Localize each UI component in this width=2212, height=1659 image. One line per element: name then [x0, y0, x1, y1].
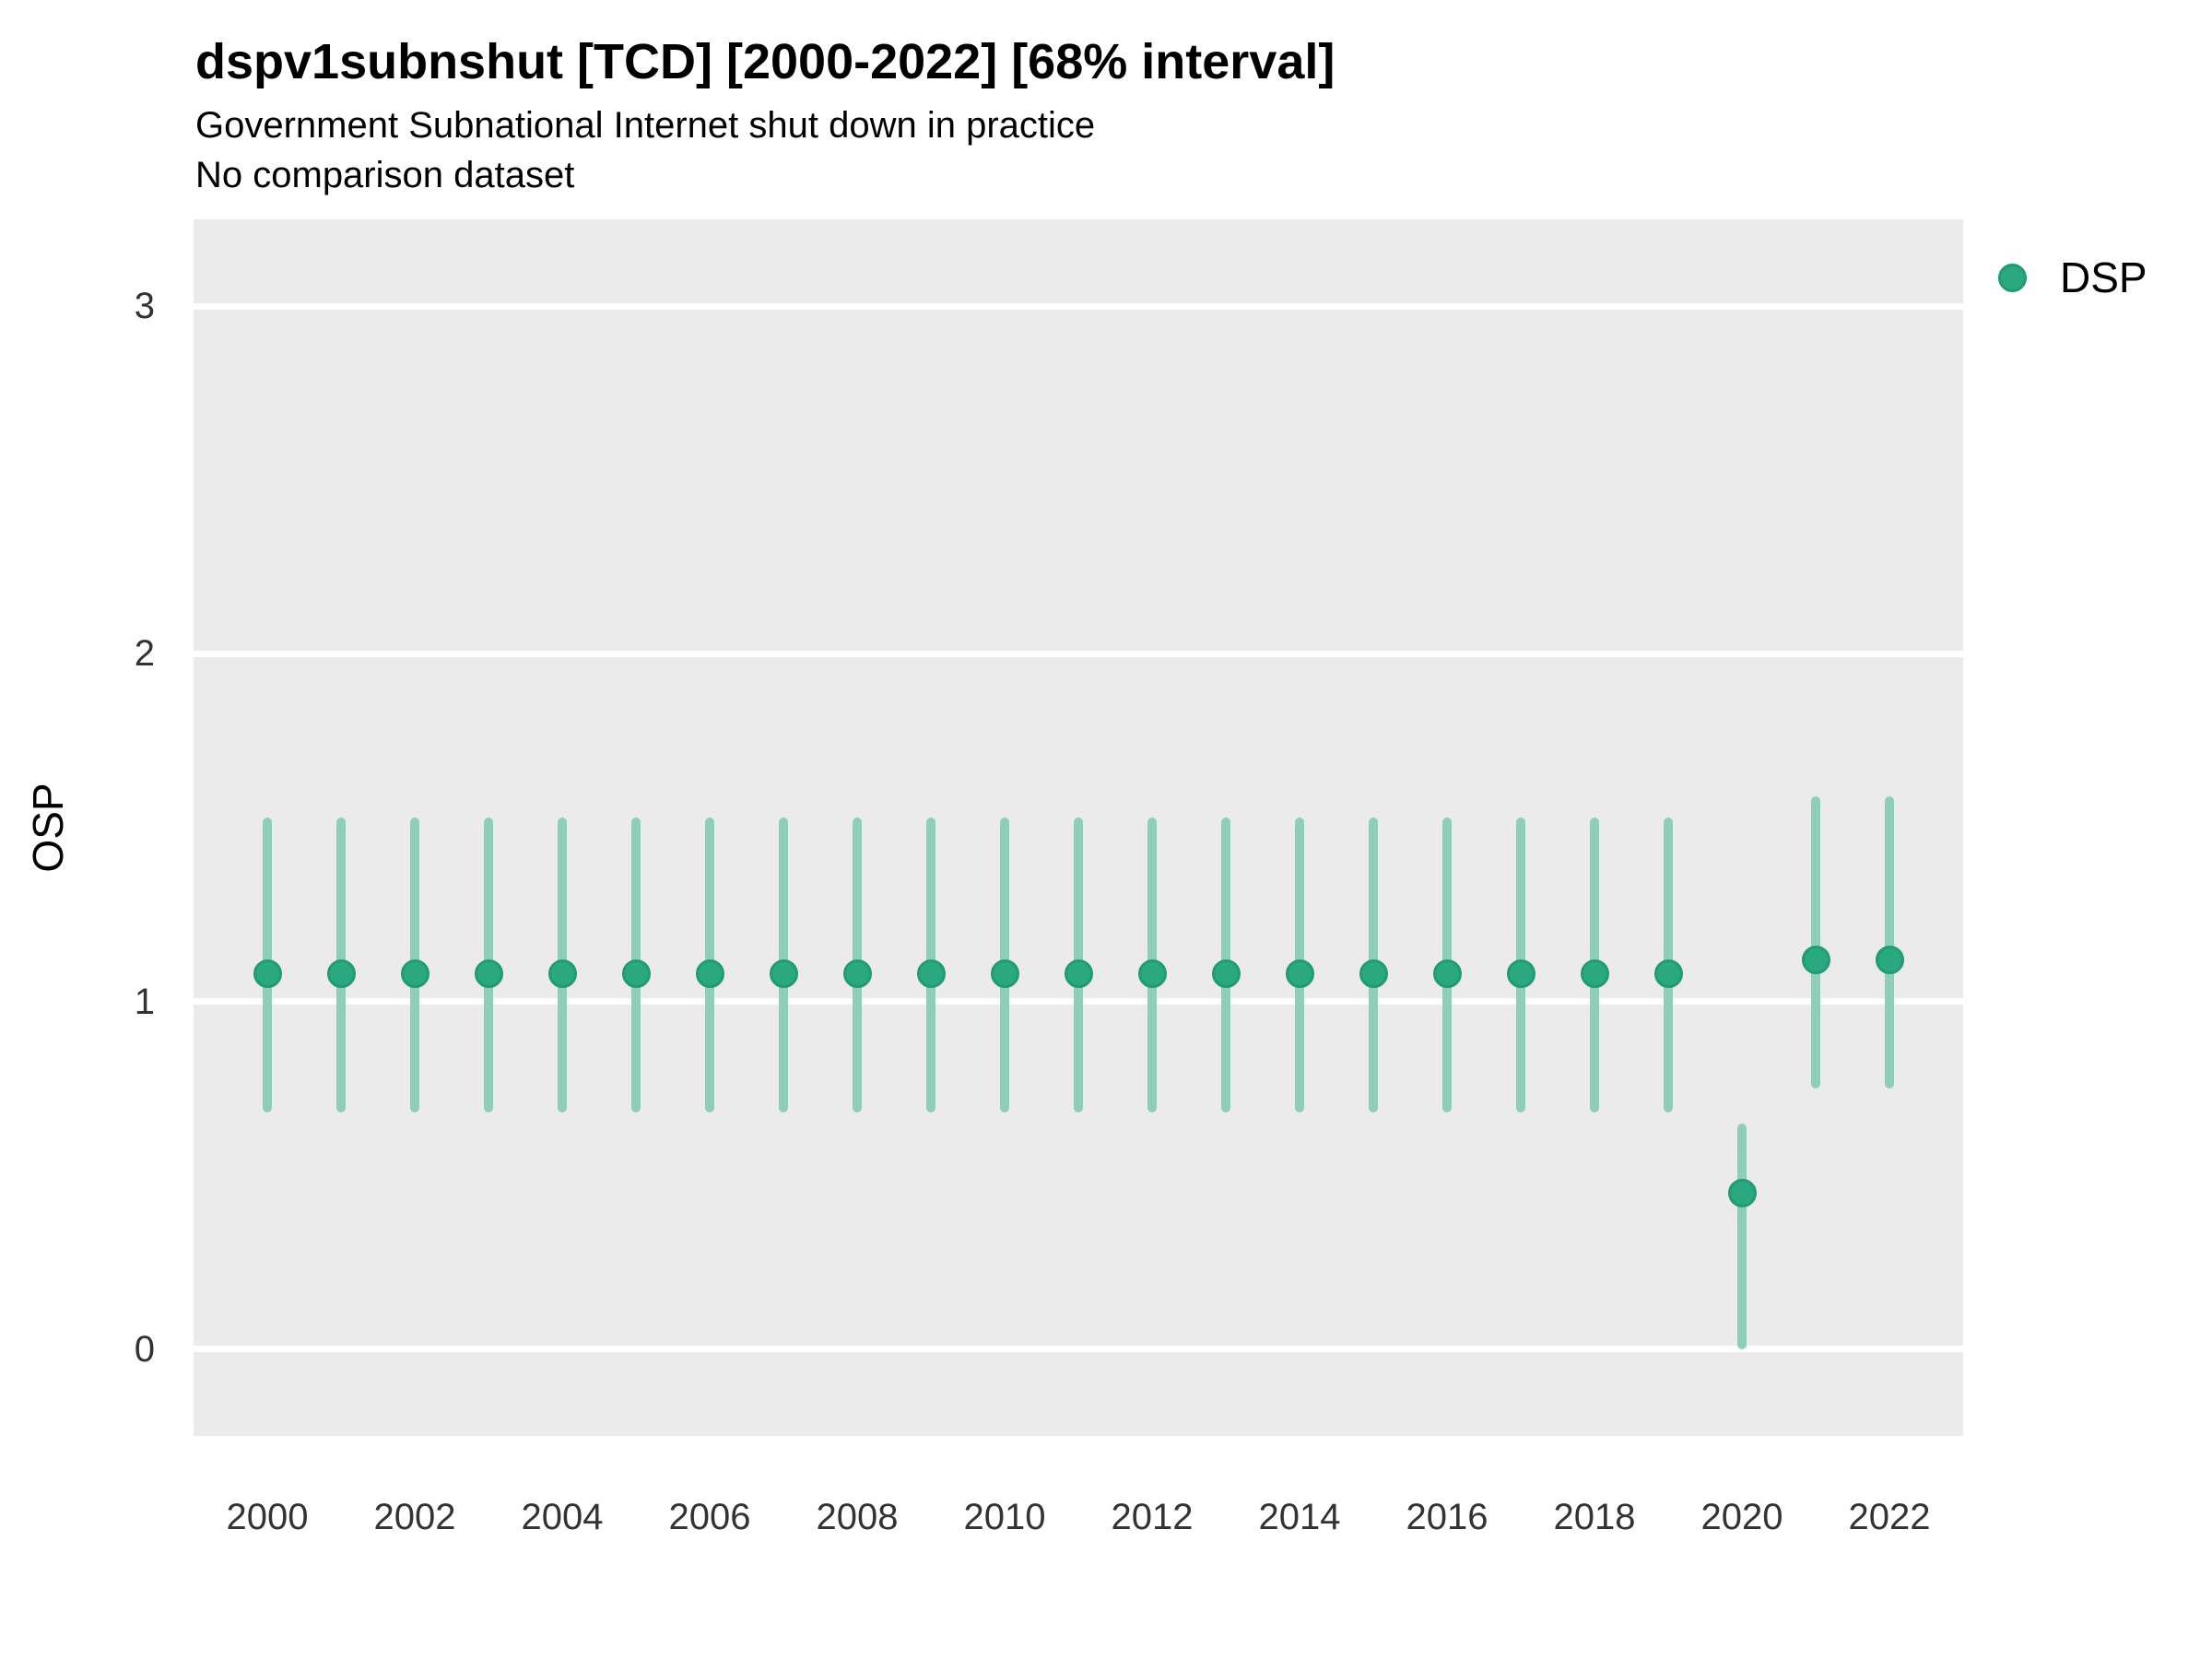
gridline-y-0: [194, 1346, 1963, 1353]
data-point-2012: [1137, 959, 1167, 988]
data-point-2019: [1653, 959, 1683, 988]
data-point-2014: [1285, 959, 1314, 988]
gridline-y-3: [194, 302, 1963, 310]
y-axis-tick-labels: 0 1 2 3: [0, 219, 155, 1436]
y-tick-label-2: 2: [134, 633, 155, 675]
legend: DSP: [1991, 249, 2147, 306]
chart-subtitle: Government Subnational Internet shut dow…: [195, 105, 1096, 146]
data-point-2007: [769, 959, 798, 988]
x-tick-label-2000: 2000: [226, 1497, 309, 1537]
data-point-2018: [1580, 959, 1609, 988]
interval-bar-2022: [1885, 796, 1894, 1088]
data-point-2000: [253, 959, 282, 988]
data-point-2015: [1359, 959, 1388, 988]
gridline-y-2: [194, 650, 1963, 657]
data-point-2009: [916, 959, 946, 988]
legend-dsp-dot-icon: [1998, 263, 2027, 292]
data-point-2008: [842, 959, 872, 988]
data-point-2001: [326, 959, 356, 988]
x-tick-label-2002: 2002: [373, 1497, 456, 1537]
x-tick-label-2012: 2012: [1111, 1497, 1194, 1537]
x-tick-label-2004: 2004: [521, 1497, 604, 1537]
x-tick-label-2016: 2016: [1406, 1497, 1488, 1537]
data-point-2010: [990, 959, 1019, 988]
x-tick-label-2020: 2020: [1700, 1497, 1783, 1537]
x-axis-tick-labels: 2000 2002 2004 2006 2008 2010 2012 2014 2016 2018…: [194, 1488, 1963, 1543]
x-tick-label-2018: 2018: [1553, 1497, 1636, 1537]
data-point-2013: [1211, 959, 1241, 988]
x-tick-label-2006: 2006: [668, 1497, 751, 1537]
x-tick-label-2022: 2022: [1848, 1497, 1931, 1537]
y-tick-label-3: 3: [134, 286, 155, 327]
x-tick-label-2008: 2008: [816, 1497, 899, 1537]
data-point-2006: [695, 959, 724, 988]
y-tick-label-0: 0: [134, 1328, 155, 1370]
data-point-2021: [1801, 945, 1830, 974]
data-point-2020: [1727, 1178, 1757, 1207]
x-tick-label-2014: 2014: [1258, 1497, 1341, 1537]
x-tick-label-2010: 2010: [963, 1497, 1046, 1537]
data-point-2017: [1506, 959, 1535, 988]
comparison-dataset-note: No comparison dataset: [195, 155, 575, 195]
data-point-2011: [1064, 959, 1093, 988]
interval-bar-2021: [1811, 796, 1820, 1088]
data-point-2004: [547, 959, 577, 988]
legend-dsp-label: DSP: [2060, 253, 2147, 301]
y-tick-label-1: 1: [134, 981, 155, 1022]
chart-title: dspv1subnshut [TCD] [2000-2022] [68% int…: [195, 34, 1335, 89]
data-point-2016: [1432, 959, 1462, 988]
plot-panel: [194, 219, 1963, 1436]
data-point-2005: [621, 959, 651, 988]
data-point-2022: [1875, 945, 1904, 974]
data-point-2003: [474, 959, 503, 988]
data-point-2002: [400, 959, 429, 988]
interval-bar-2020: [1737, 1123, 1747, 1349]
